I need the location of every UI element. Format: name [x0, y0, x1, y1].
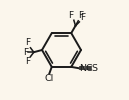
Text: F: F: [68, 11, 74, 20]
Text: S: S: [92, 64, 98, 73]
Text: Cl: Cl: [45, 74, 54, 83]
Text: F: F: [23, 48, 28, 57]
Text: N: N: [79, 64, 86, 73]
Text: F: F: [79, 11, 84, 20]
Text: F: F: [80, 13, 85, 22]
Text: F: F: [25, 57, 30, 66]
Text: F: F: [25, 38, 30, 47]
Text: C: C: [85, 64, 92, 73]
